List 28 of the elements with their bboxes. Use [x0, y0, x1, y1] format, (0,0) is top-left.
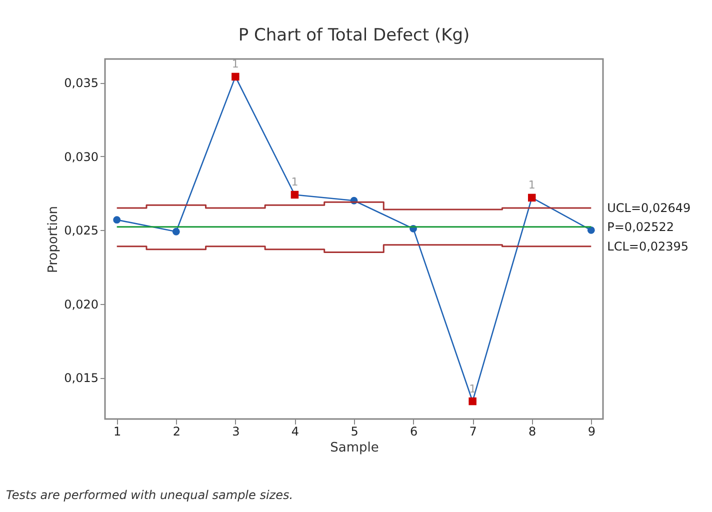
y-tick-label: 0,025	[64, 224, 98, 238]
chart-title: P Chart of Total Defect (Kg)	[238, 26, 470, 46]
y-tick-label: 0,030	[64, 150, 98, 164]
series-label: LCL=0,02395	[607, 239, 689, 254]
x-tick-label: 1	[114, 424, 122, 438]
annotation: 1	[469, 382, 476, 396]
y-tick-label: 0,035	[64, 76, 98, 90]
x-tick-label: 6	[410, 424, 418, 438]
y-tick-label: 0,020	[64, 297, 98, 312]
y-axis-title: Proportion	[46, 206, 62, 274]
text: Tests are performed with unequal sample sizes.	[6, 488, 294, 502]
x-tick-label: 4	[291, 424, 300, 438]
point	[172, 228, 180, 236]
y-tick-label: 0,015	[64, 371, 98, 386]
point	[587, 226, 595, 234]
annotation: 1	[232, 58, 239, 71]
x-axis-title: Sample	[330, 440, 379, 456]
annotation: 1	[291, 176, 298, 189]
x-tick-label: 9	[588, 424, 596, 438]
ref-line-label: P=0,02522	[607, 220, 674, 234]
x-tick-label: 8	[528, 424, 536, 438]
annotation: 1	[528, 178, 536, 192]
x-tick-label: 5	[350, 424, 358, 438]
series-label: UCL=0,02649	[607, 201, 691, 216]
x-tick-label: 2	[172, 424, 180, 438]
x-tick-label: 3	[232, 424, 240, 438]
point	[113, 216, 121, 224]
x-tick-label: 7	[469, 424, 477, 438]
